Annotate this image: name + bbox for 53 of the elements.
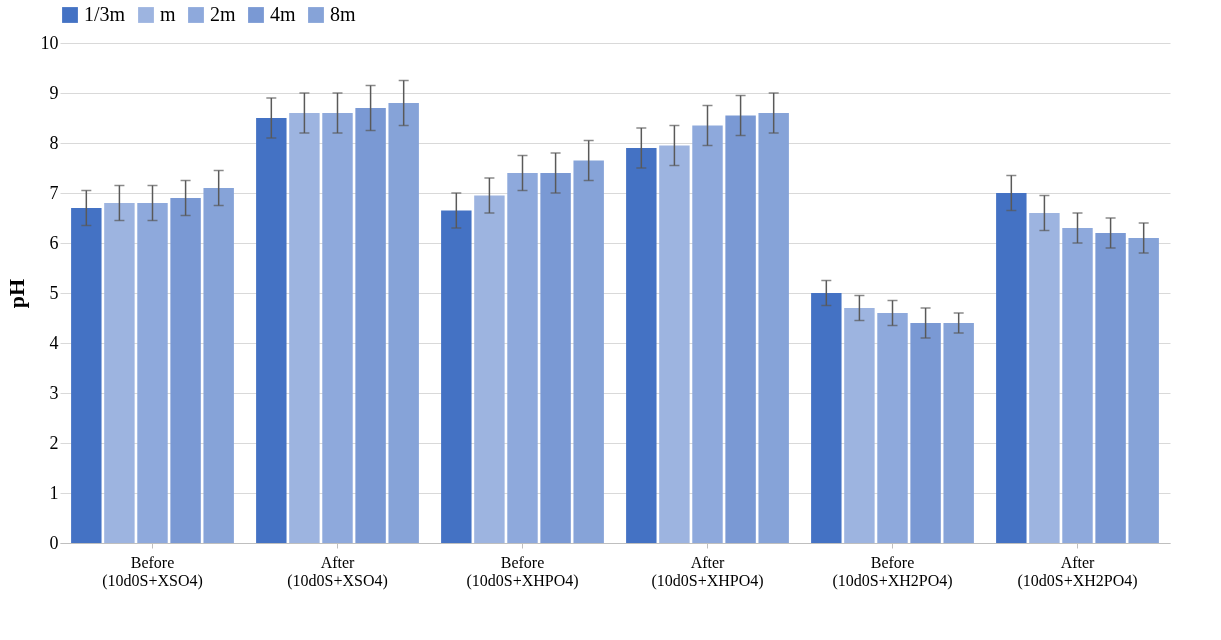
- bar: [474, 195, 505, 543]
- y-tick-label: 0: [49, 532, 59, 553]
- y-tick-label: 2: [49, 432, 59, 453]
- bar: [943, 323, 974, 543]
- y-tick-label: 3: [49, 382, 59, 403]
- bar: [659, 145, 690, 543]
- legend-label: 2m: [210, 3, 236, 25]
- x-tick-label: Before (10d0S+XSO4): [102, 553, 203, 590]
- bar: [573, 160, 604, 543]
- bar: [1095, 233, 1126, 543]
- bar: [170, 198, 201, 543]
- y-tick-label: 7: [49, 182, 59, 203]
- bar: [355, 108, 386, 543]
- bar: [441, 210, 472, 543]
- bar: [137, 203, 168, 543]
- x-tick-label: After (10d0S+XH2PO4): [1017, 553, 1138, 590]
- bar: [758, 113, 789, 543]
- bar: [692, 125, 723, 543]
- bar: [540, 173, 571, 543]
- bar: [844, 308, 875, 543]
- bar: [388, 103, 419, 543]
- x-tick-label: Before (10d0S+XHPO4): [466, 553, 579, 590]
- bar: [71, 208, 102, 543]
- bar: [996, 193, 1027, 543]
- y-axis-title: pH: [3, 278, 29, 309]
- bar: [322, 113, 353, 543]
- y-tick-label: 10: [40, 32, 59, 53]
- y-tick-label: 8: [49, 132, 59, 153]
- bar: [1062, 228, 1093, 543]
- y-tick-label: 5: [49, 282, 59, 303]
- x-tick-label: After (10d0S+XSO4): [287, 553, 388, 590]
- bar: [626, 148, 657, 543]
- x-tick-label: After (10d0S+XHPO4): [651, 553, 764, 590]
- bar: [289, 113, 320, 543]
- legend-label: 8m: [330, 3, 356, 25]
- bar: [507, 173, 538, 543]
- x-tick-label: Before (10d0S+XH2PO4): [832, 553, 953, 590]
- legend-label: m: [160, 3, 176, 25]
- bar: [725, 115, 756, 543]
- y-tick-label: 1: [49, 482, 59, 503]
- bar: [811, 293, 842, 543]
- legend-label: 1/3m: [84, 3, 126, 25]
- bar: [877, 313, 908, 543]
- bar: [203, 188, 234, 543]
- bar: [1029, 213, 1060, 543]
- bar: [910, 323, 941, 543]
- bar: [104, 203, 135, 543]
- y-tick-label: 4: [49, 332, 59, 353]
- bar: [1128, 238, 1159, 543]
- bar: [256, 118, 287, 543]
- y-tick-label: 9: [49, 82, 59, 103]
- legend-label: 4m: [270, 3, 296, 25]
- y-tick-label: 6: [49, 232, 59, 253]
